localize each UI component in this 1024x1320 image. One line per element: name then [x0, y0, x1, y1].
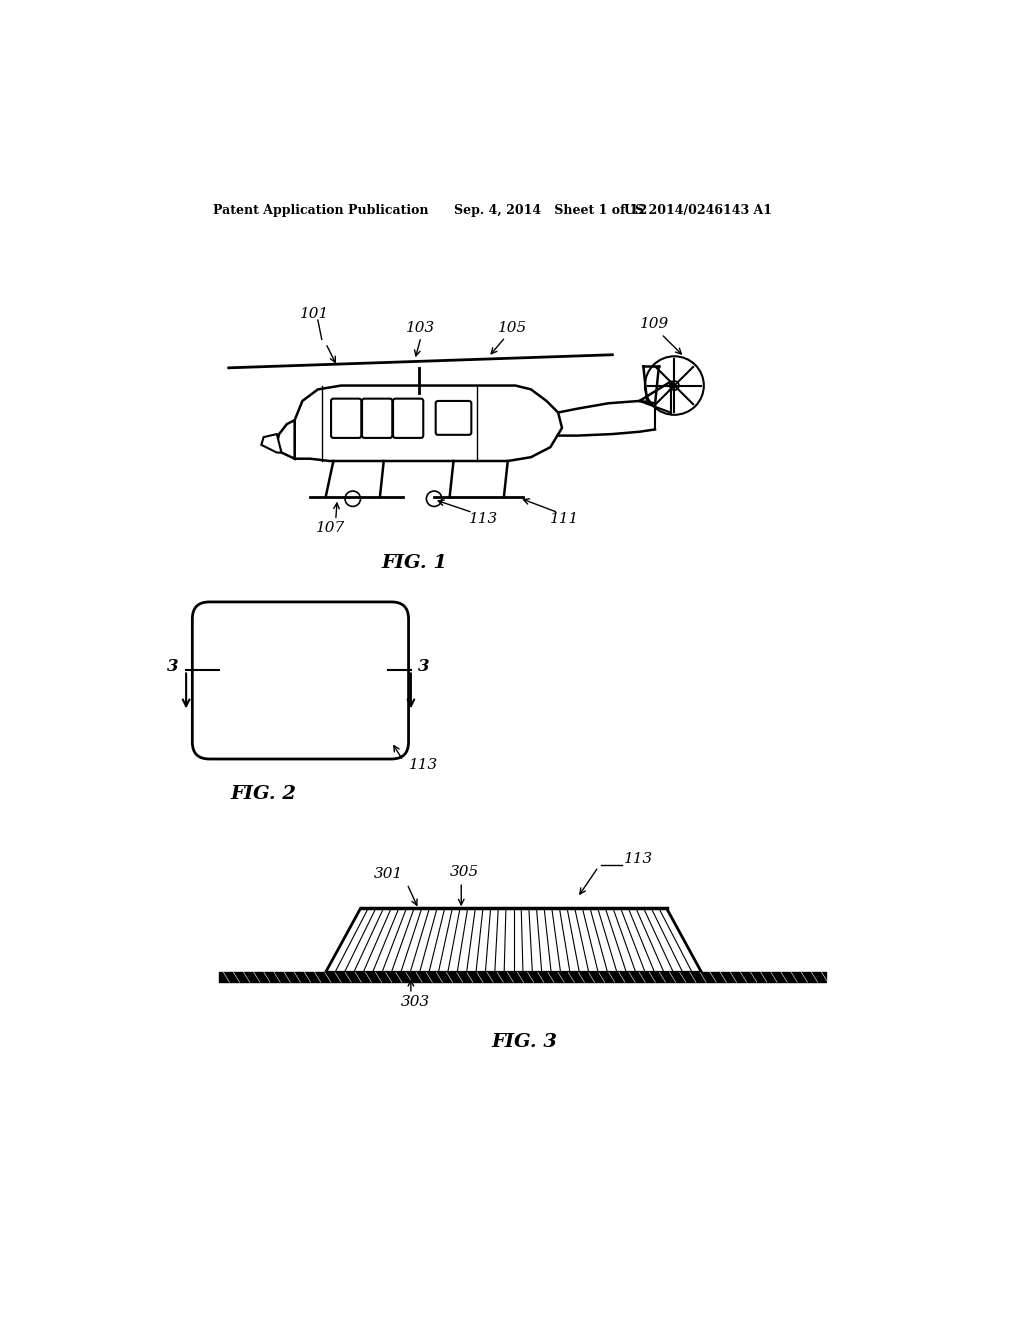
Text: 109: 109	[640, 317, 669, 331]
FancyBboxPatch shape	[393, 399, 423, 438]
FancyBboxPatch shape	[362, 399, 392, 438]
Circle shape	[645, 356, 703, 414]
Text: 105: 105	[498, 321, 527, 335]
Text: Sep. 4, 2014   Sheet 1 of 12: Sep. 4, 2014 Sheet 1 of 12	[454, 205, 647, 218]
Text: 111: 111	[550, 512, 580, 525]
Text: 3: 3	[418, 659, 430, 675]
Text: 113: 113	[624, 853, 653, 866]
Circle shape	[670, 381, 679, 391]
Text: 113: 113	[409, 758, 438, 772]
Polygon shape	[261, 434, 282, 453]
Text: FIG. 2: FIG. 2	[230, 784, 297, 803]
FancyBboxPatch shape	[331, 399, 361, 438]
Text: Patent Application Publication: Patent Application Publication	[213, 205, 429, 218]
Text: 3: 3	[167, 659, 179, 675]
Text: FIG. 3: FIG. 3	[492, 1034, 558, 1051]
Polygon shape	[295, 385, 562, 461]
Circle shape	[345, 491, 360, 507]
Text: 303: 303	[400, 994, 430, 1008]
Text: 101: 101	[300, 308, 330, 321]
Polygon shape	[326, 908, 701, 973]
Text: FIG. 1: FIG. 1	[382, 553, 447, 572]
Text: 301: 301	[374, 867, 403, 882]
Circle shape	[426, 491, 442, 507]
Polygon shape	[276, 420, 295, 459]
Text: 305: 305	[450, 865, 479, 879]
Text: 113: 113	[469, 512, 499, 525]
Text: 107: 107	[315, 521, 345, 535]
FancyBboxPatch shape	[435, 401, 471, 434]
FancyBboxPatch shape	[193, 602, 409, 759]
Text: 103: 103	[406, 321, 435, 335]
Text: US 2014/0246143 A1: US 2014/0246143 A1	[624, 205, 772, 218]
